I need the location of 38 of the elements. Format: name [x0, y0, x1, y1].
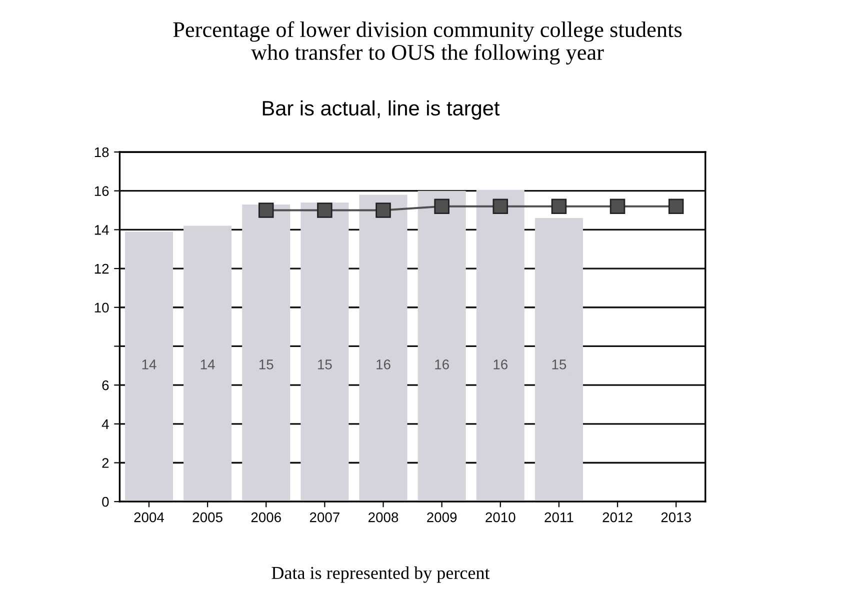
- bar: [418, 190, 466, 502]
- data-label: 16: [435, 360, 449, 370]
- y-tick-label: 6: [102, 380, 109, 390]
- y-tick-label: 18: [94, 147, 109, 158]
- x-tick-label: 2005: [192, 512, 222, 522]
- data-label: 16: [494, 360, 508, 370]
- bar: [124, 232, 173, 502]
- x-tick-label: 2010: [486, 512, 516, 522]
- bar: [184, 226, 232, 502]
- x-tick-label: 2011: [544, 512, 574, 522]
- x-tick-label: 2012: [602, 512, 632, 522]
- y-tick-label: 2: [102, 458, 109, 468]
- data-label: 15: [318, 360, 332, 370]
- y-tick-label: 4: [102, 419, 109, 429]
- data-label: 14: [142, 360, 156, 370]
- data-label: 15: [552, 360, 566, 370]
- data-label: 16: [376, 360, 390, 370]
- bar: [242, 204, 290, 502]
- bar: [300, 202, 349, 502]
- x-tick-label: 2009: [427, 512, 457, 522]
- bar: [359, 194, 408, 502]
- x-tick-label: 2006: [251, 512, 281, 522]
- y-tick-label: 16: [94, 186, 109, 196]
- data-label: 15: [259, 360, 274, 370]
- x-tick-label: 2007: [310, 512, 340, 522]
- x-tick-label: 2004: [134, 512, 164, 522]
- bar: [476, 190, 524, 502]
- y-tick-label: 12: [94, 264, 109, 274]
- bar: [534, 218, 583, 502]
- y-tick-label: 10: [94, 302, 109, 313]
- text: Data is represented by percent: [272, 566, 490, 583]
- x-tick-label: 2008: [368, 512, 398, 522]
- x-tick-label: 2013: [661, 512, 691, 522]
- y-tick-label: 14: [94, 225, 109, 235]
- data-label: 14: [200, 360, 215, 370]
- chart-subtitle: Bar is actual, line is target: [262, 100, 500, 120]
- y-tick-label: 0: [102, 496, 109, 507]
- chart-title: Percentage of lower division community college students who transfer to OUS the following year: [173, 21, 682, 65]
